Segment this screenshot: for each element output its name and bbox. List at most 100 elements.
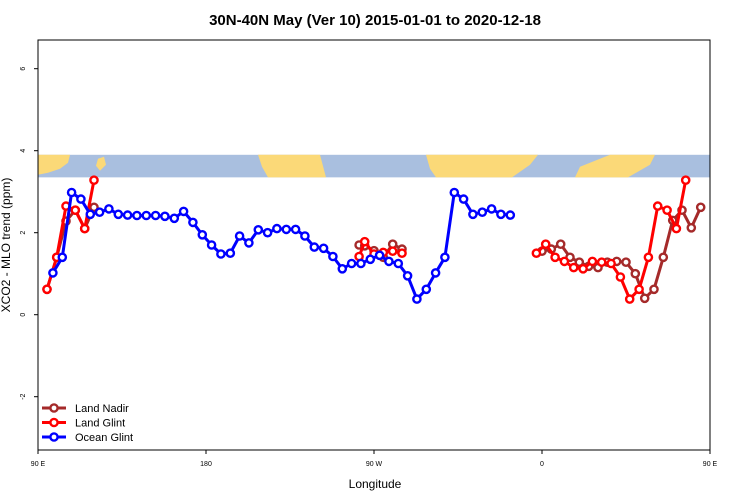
data-point — [85, 209, 96, 220]
data-point — [587, 256, 598, 267]
map-strip — [38, 154, 710, 178]
data-point — [356, 258, 366, 269]
map-land-4 — [575, 154, 655, 178]
data-point — [374, 250, 385, 261]
data-point — [468, 209, 478, 220]
data-point — [300, 231, 310, 241]
data-point — [505, 210, 516, 220]
data-point — [649, 284, 659, 295]
data-point — [402, 270, 413, 281]
data-point — [412, 294, 422, 304]
data-point — [66, 187, 77, 198]
data-point — [150, 210, 161, 221]
data-point — [430, 268, 441, 278]
data-point — [578, 263, 588, 274]
x-tick-label: 0 — [540, 461, 544, 468]
series-layer — [42, 175, 706, 304]
data-point — [393, 258, 404, 269]
data-point — [621, 257, 631, 268]
data-point — [634, 284, 644, 295]
y-tick-label: -2 — [20, 393, 27, 399]
data-point — [540, 239, 551, 249]
series-line — [51, 191, 511, 301]
series-ocean-glint — [48, 187, 516, 304]
series-land-glint — [42, 175, 691, 304]
data-point — [318, 243, 329, 254]
y-axis-label: XCO2 - MLO trend (ppm) — [0, 178, 13, 313]
data-point — [596, 257, 607, 268]
data-point — [624, 294, 635, 304]
legend-swatch-marker — [49, 432, 59, 442]
data-point — [48, 268, 58, 278]
map-land-2 — [258, 154, 326, 178]
data-point — [615, 272, 626, 282]
data-point — [652, 201, 663, 211]
data-point — [104, 204, 114, 214]
data-point — [141, 210, 152, 221]
x-axis: 90 E 180 90 W 0 90 E — [31, 450, 718, 468]
data-point — [387, 246, 398, 256]
data-point — [188, 217, 198, 228]
chart-title: 30N-40N May (Ver 10) 2015-01-01 to 2020-… — [209, 12, 541, 29]
data-point — [216, 249, 226, 259]
map-land-0 — [38, 154, 70, 175]
y-tick-label: 0 — [20, 313, 27, 317]
data-point — [94, 207, 105, 217]
data-point — [113, 209, 124, 220]
data-point — [206, 240, 217, 250]
data-point — [253, 224, 264, 235]
data-point — [574, 257, 585, 268]
legend-label: Ocean Glint — [75, 432, 133, 444]
data-point — [290, 224, 301, 235]
data-point — [57, 252, 68, 263]
data-point — [346, 258, 357, 269]
data-point — [89, 175, 99, 185]
data-point — [397, 248, 407, 258]
data-point — [458, 194, 469, 204]
data-point — [70, 205, 81, 215]
data-point — [555, 239, 566, 249]
data-point — [178, 206, 189, 217]
data-point — [639, 293, 650, 304]
data-point — [197, 229, 208, 240]
series-line — [535, 179, 688, 301]
data-point — [559, 256, 570, 267]
data-point — [686, 222, 697, 233]
legend-label: Land Nadir — [75, 403, 129, 415]
data-point — [281, 224, 292, 235]
data-point — [477, 207, 488, 217]
data-point — [160, 211, 170, 222]
data-point — [132, 210, 142, 221]
data-point — [531, 248, 542, 258]
data-point — [695, 202, 706, 213]
data-point — [680, 175, 691, 185]
data-point — [42, 284, 52, 295]
data-point — [486, 204, 497, 214]
data-point — [365, 254, 376, 265]
y-axis: -2 0 2 4 6 — [20, 67, 38, 400]
data-point — [658, 252, 669, 263]
data-point — [328, 251, 338, 262]
x-tick-label: 180 — [200, 461, 212, 468]
y-tick-label: 6 — [20, 67, 27, 71]
legend-label: Land Glint — [75, 418, 125, 430]
data-point — [169, 213, 180, 224]
data-point — [449, 187, 460, 198]
map-land-3 — [426, 154, 538, 178]
data-point — [550, 252, 560, 263]
y-tick-label: 4 — [20, 149, 27, 153]
data-point — [89, 202, 99, 213]
data-point — [262, 227, 273, 238]
plot-frame — [37, 39, 711, 451]
data-point — [337, 263, 348, 274]
data-point — [662, 205, 672, 215]
data-point — [440, 252, 450, 263]
data-point — [309, 242, 320, 252]
data-point — [630, 268, 641, 279]
legend-swatch-marker — [49, 403, 59, 413]
legend-swatch-marker — [49, 417, 59, 428]
data-point — [496, 209, 506, 220]
x-axis-label: Longitude — [349, 477, 402, 491]
